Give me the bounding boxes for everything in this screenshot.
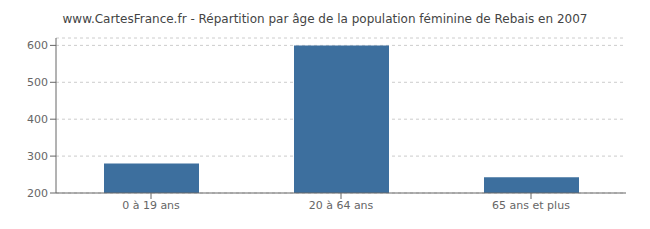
svg-text:65 ans et plus: 65 ans et plus [492, 199, 570, 212]
svg-text:0 à 19 ans: 0 à 19 ans [122, 199, 180, 212]
svg-text:20 à 64 ans: 20 à 64 ans [309, 199, 374, 212]
svg-text:300: 300 [27, 150, 48, 163]
svg-text:400: 400 [27, 113, 48, 126]
html-text:www.CartesFrance.fr - Répartit: www.CartesFrance.fr - Répartition par âg… [62, 12, 588, 26]
svg-text:600: 600 [27, 39, 48, 52]
svg-text:500: 500 [27, 76, 48, 89]
svg-text:200: 200 [27, 187, 48, 200]
